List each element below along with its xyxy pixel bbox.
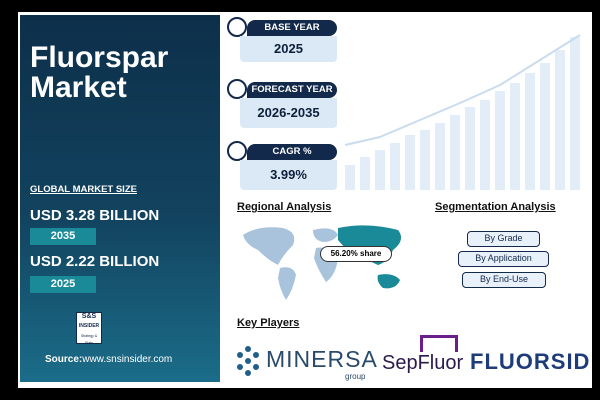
player-logo: SepFluor	[382, 352, 464, 375]
player-sub: group	[345, 372, 366, 381]
title: Fluorspar	[30, 41, 169, 74]
logo-text: Strategy & Stats	[80, 334, 98, 345]
segment-button[interactable]: By Grade	[467, 231, 540, 247]
stat-value: 3.99%	[240, 160, 337, 190]
stat-value: 2025	[240, 36, 337, 62]
market-size-label: GLOBAL MARKET SIZE	[30, 184, 137, 195]
market-value: USD 3.28 BILLION	[30, 207, 160, 224]
icon	[227, 141, 247, 161]
stat-value: 2026-2035	[240, 98, 337, 128]
player-logo: FLUORSID	[470, 349, 591, 374]
deco-bars	[345, 37, 580, 190]
market-year: 2025	[30, 276, 96, 293]
continents	[243, 227, 338, 300]
world-map	[243, 225, 402, 300]
section-title: Segmentation Analysis	[435, 201, 556, 213]
player-logo: MINERSA	[266, 346, 378, 372]
left-panel	[20, 15, 220, 382]
logo-text: S&S	[81, 313, 97, 320]
deco-line	[344, 34, 581, 146]
segment-button[interactable]: By End-Use	[462, 272, 546, 288]
logo: S&S INSIDER Strategy & Stats	[76, 312, 102, 345]
market-year: 2035	[30, 228, 96, 245]
background-bars	[344, 34, 581, 190]
source-url: www.snsinsider.com	[82, 354, 173, 365]
logo-text: INSIDER	[78, 323, 100, 329]
icon	[227, 79, 247, 99]
share-callout: 56.20% share	[320, 246, 392, 262]
section-title: Regional Analysis	[237, 201, 332, 213]
market-value: USD 2.22 BILLION	[30, 253, 160, 270]
minersa-icon	[237, 346, 259, 376]
section-title: Key Players	[237, 317, 300, 329]
source: Source:www.snsinsider.com	[45, 354, 172, 365]
stat-label: BASE YEAR	[247, 20, 337, 36]
title: Market	[30, 71, 127, 104]
stat-label: CAGR %	[247, 144, 337, 160]
source-label: Source:	[45, 354, 83, 365]
icon	[227, 17, 247, 37]
oceania	[377, 274, 400, 289]
stat-label: FORECAST YEAR	[247, 82, 337, 98]
segment-button[interactable]: By Application	[458, 251, 549, 267]
